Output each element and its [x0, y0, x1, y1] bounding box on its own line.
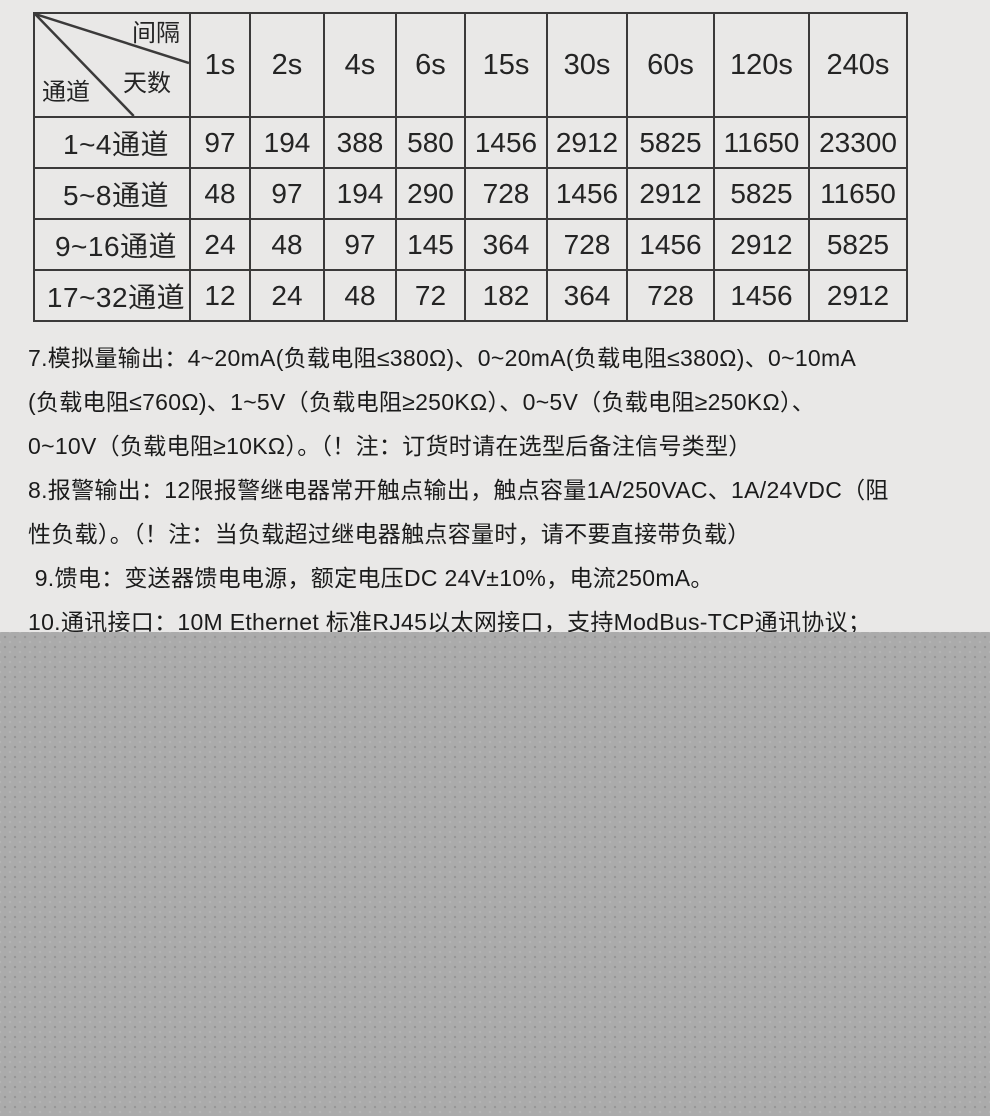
table-cell: 5825 — [713, 167, 810, 220]
table-cell: 194 — [249, 116, 325, 169]
column-header: 60s — [626, 12, 715, 118]
table-cell: 290 — [395, 167, 466, 220]
column-header: 2s — [249, 12, 325, 118]
table-cell: 48 — [323, 269, 397, 322]
corner-label-days: 天数 — [123, 70, 171, 97]
table-header-row: 间隔 天数 通道 1s 2s 4s 6s 15s 30s 60s 120s 24… — [33, 12, 908, 118]
table-cell: 2912 — [713, 218, 810, 271]
table-cell: 97 — [249, 167, 325, 220]
table-cell: 2912 — [546, 116, 628, 169]
table-row: 9~16通道 24 48 97 145 364 728 1456 2912 58… — [33, 218, 908, 271]
column-header: 6s — [395, 12, 466, 118]
table-cell: 728 — [546, 218, 628, 271]
table-cell: 145 — [395, 218, 466, 271]
table-cell: 48 — [249, 218, 325, 271]
table-row: 5~8通道 48 97 194 290 728 1456 2912 5825 1… — [33, 167, 908, 220]
column-header: 240s — [808, 12, 908, 118]
row-label: 1~4通道 — [33, 116, 191, 169]
table-cell: 12 — [189, 269, 251, 322]
table-row: 1~4通道 97 194 388 580 1456 2912 5825 1165… — [33, 116, 908, 169]
column-header: 4s — [323, 12, 397, 118]
table-cell: 1456 — [713, 269, 810, 322]
diagonal-header-cell: 间隔 天数 通道 — [33, 12, 191, 118]
spec-text-line-analog-output-cont2: 0~10V（负载电阻≥10KΩ）。（！注：订货时请在选型后备注信号类型） — [28, 433, 752, 459]
corner-label-interval: 间隔 — [132, 20, 180, 47]
table-cell: 1456 — [626, 218, 715, 271]
row-label: 5~8通道 — [33, 167, 191, 220]
table-cell: 48 — [189, 167, 251, 220]
spec-text-line-analog-output-cont1: (负载电阻≤760Ω)、1~5V（负载电阻≥250KΩ）、0~5V（负载电阻≥2… — [28, 389, 816, 415]
table-cell: 5825 — [626, 116, 715, 169]
table-cell: 2912 — [808, 269, 908, 322]
row-label: 17~32通道 — [33, 269, 191, 322]
table-cell: 364 — [464, 218, 548, 271]
table-cell: 1456 — [546, 167, 628, 220]
spec-text-block: 7.模拟量输出：4~20mA(负载电阻≤380Ω)、0~20mA(负载电阻≤38… — [28, 336, 978, 644]
spec-text-line-alarm-output: 8.报警输出：12限报警继电器常开触点输出，触点容量1A/250VAC、1A/2… — [28, 477, 889, 503]
column-header: 15s — [464, 12, 548, 118]
spec-text-line-comm-interface: 10.通讯接口：10M Ethernet 标准RJ45以太网接口，支持ModBu… — [28, 609, 872, 635]
table-cell: 24 — [249, 269, 325, 322]
column-header: 1s — [189, 12, 251, 118]
table-cell: 2912 — [626, 167, 715, 220]
table-cell: 580 — [395, 116, 466, 169]
table-cell: 11650 — [808, 167, 908, 220]
table-cell: 72 — [395, 269, 466, 322]
table-cell: 97 — [323, 218, 397, 271]
spec-text-line-alarm-output-cont: 性负载）。（！注：当负载超过继电器触点容量时，请不要直接带负载） — [28, 521, 751, 547]
record-capacity-table: 间隔 天数 通道 1s 2s 4s 6s 15s 30s 60s 120s 24… — [33, 12, 908, 322]
table-cell: 11650 — [713, 116, 810, 169]
table-cell: 5825 — [808, 218, 908, 271]
table-row: 17~32通道 12 24 48 72 182 364 728 1456 291… — [33, 269, 908, 322]
table-cell: 1456 — [464, 116, 548, 169]
spec-text-line-feed-power: 9.馈电：变送器馈电电源，额定电压DC 24V±10%，电流250mA。 — [28, 565, 714, 591]
table-cell: 23300 — [808, 116, 908, 169]
image-placeholder — [0, 632, 990, 1116]
column-header: 30s — [546, 12, 628, 118]
table-cell: 364 — [546, 269, 628, 322]
column-header: 120s — [713, 12, 810, 118]
table-cell: 24 — [189, 218, 251, 271]
table-cell: 194 — [323, 167, 397, 220]
table-cell: 97 — [189, 116, 251, 169]
table-cell: 388 — [323, 116, 397, 169]
table-cell: 728 — [626, 269, 715, 322]
table-cell: 182 — [464, 269, 548, 322]
spec-text-line-analog-output: 7.模拟量输出：4~20mA(负载电阻≤380Ω)、0~20mA(负载电阻≤38… — [28, 345, 857, 371]
table-cell: 728 — [464, 167, 548, 220]
corner-label-channel: 通道 — [42, 79, 90, 106]
diagonal-lines-icon — [35, 14, 189, 116]
row-label: 9~16通道 — [33, 218, 191, 271]
